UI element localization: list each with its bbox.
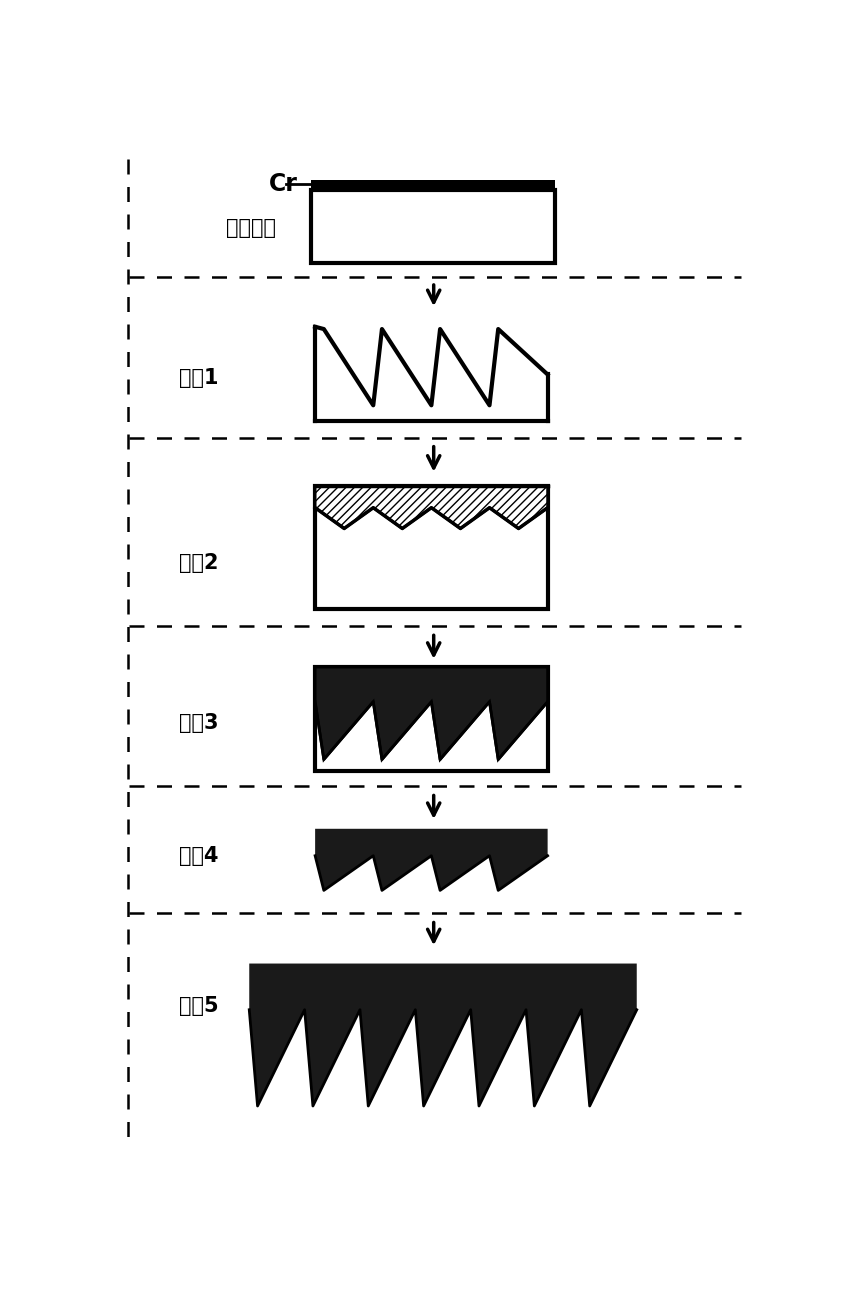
Polygon shape bbox=[315, 828, 548, 890]
Text: Cr: Cr bbox=[268, 172, 297, 196]
Text: 步骤1: 步骤1 bbox=[180, 368, 219, 389]
Polygon shape bbox=[315, 667, 548, 760]
Bar bbox=[311, 190, 556, 262]
Polygon shape bbox=[315, 486, 548, 528]
Bar bbox=[311, 180, 556, 190]
Text: 步骤5: 步骤5 bbox=[180, 996, 219, 1016]
Text: 步骤4: 步骤4 bbox=[180, 846, 219, 866]
Bar bbox=[315, 667, 548, 771]
Text: 石英基底: 石英基底 bbox=[226, 218, 276, 238]
Text: 步骤3: 步骤3 bbox=[180, 713, 219, 734]
Bar bbox=[315, 486, 548, 610]
Polygon shape bbox=[249, 964, 637, 1106]
Text: 步骤2: 步骤2 bbox=[180, 553, 219, 574]
